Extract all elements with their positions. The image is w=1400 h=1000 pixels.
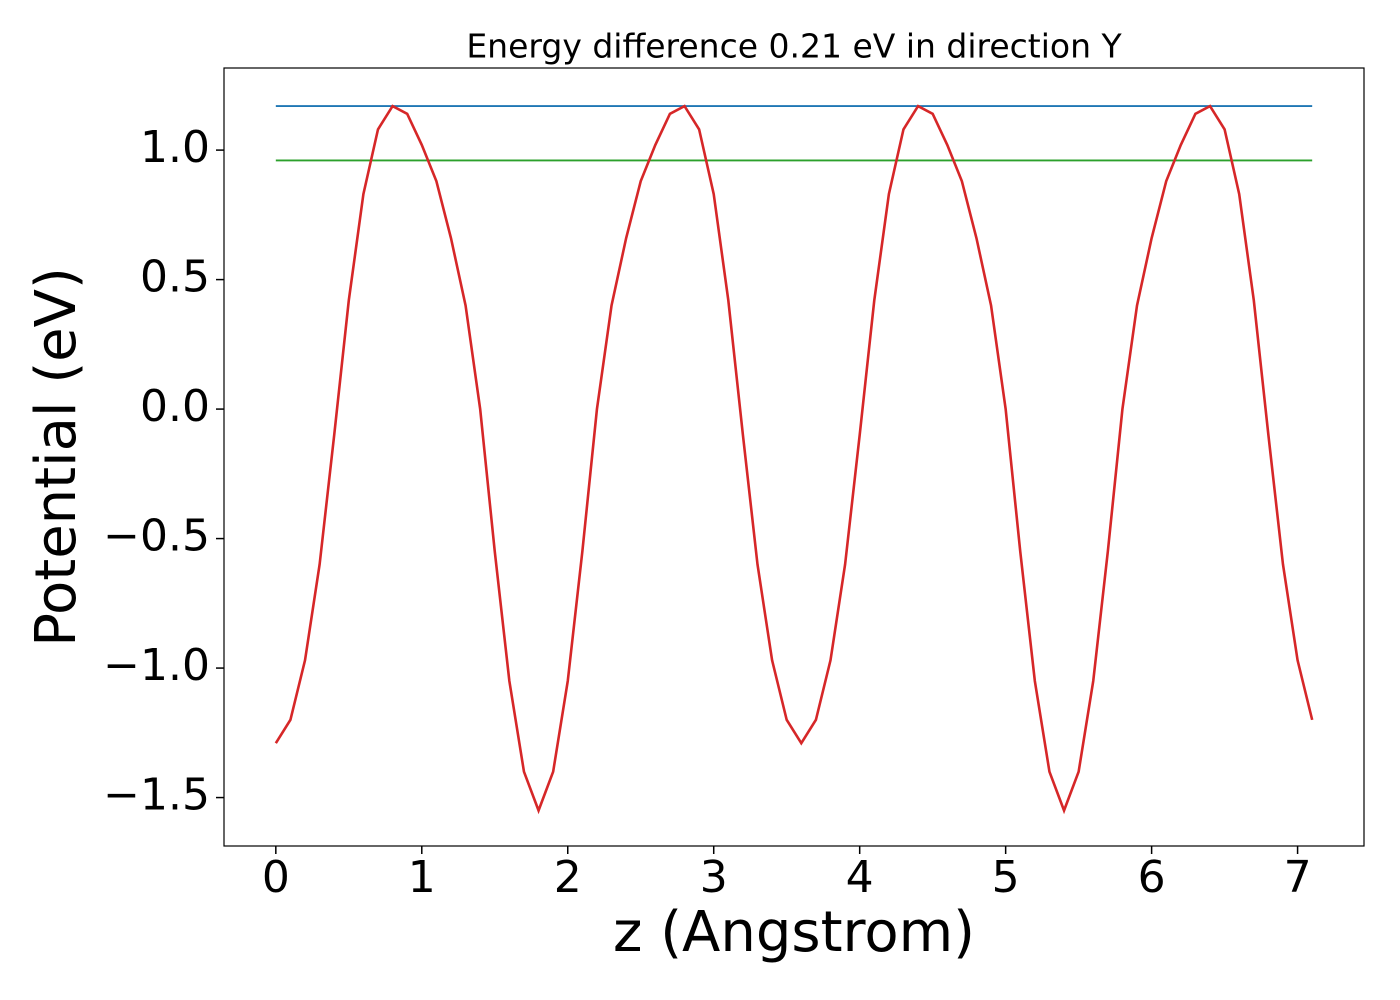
- x-tick-label: 5: [992, 852, 1020, 903]
- x-tick-label: 2: [554, 852, 582, 903]
- y-tick-label: 0.5: [140, 252, 210, 303]
- y-axis-label: Potential (eV): [24, 267, 89, 647]
- line-series: [274, 104, 1314, 815]
- x-tick-label: 6: [1138, 852, 1166, 903]
- x-axis-label: z (Angstrom): [613, 900, 975, 965]
- plot-frame: [223, 67, 1365, 847]
- x-tick-label: 1: [408, 852, 436, 903]
- x-tick-label: 7: [1284, 852, 1312, 903]
- chart-title: Energy difference 0.21 eV in direction Y: [466, 27, 1122, 66]
- x-tick-label: 4: [846, 852, 874, 903]
- y-tick-label: 0.0: [140, 381, 210, 432]
- y-tick-label: 1.0: [140, 122, 210, 173]
- y-tick-label: −0.5: [103, 511, 210, 562]
- y-tick-label: −1.0: [103, 640, 210, 691]
- x-tick-label: 3: [700, 852, 728, 903]
- x-tick-label: 0: [262, 852, 290, 903]
- y-tick-label: −1.5: [103, 770, 210, 821]
